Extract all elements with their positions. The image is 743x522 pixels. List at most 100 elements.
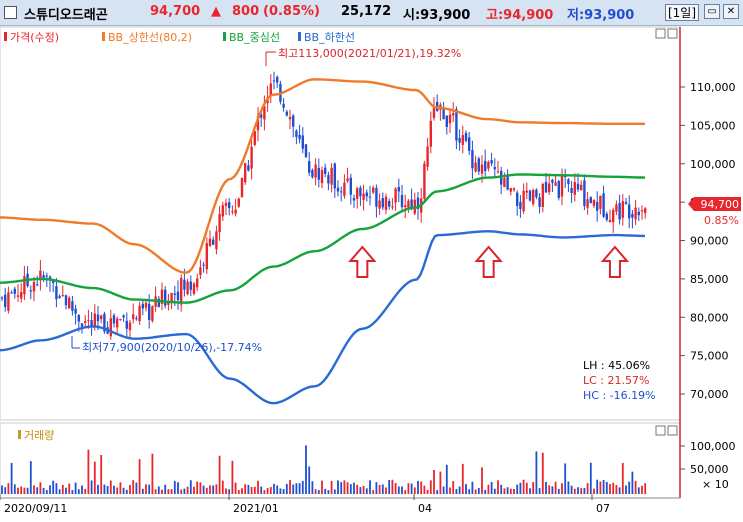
volume-bar (477, 487, 480, 494)
volume-bar (513, 488, 515, 494)
title-bar: 스튜디오드래곤 94,700 ▲ 800 (0.85%) 25,172 시:93… (0, 0, 743, 26)
candle-body (221, 205, 224, 217)
volume-maximize-icon[interactable] (655, 425, 666, 436)
candle-body (61, 295, 64, 297)
stock-name[interactable]: 스튜디오드래곤 (24, 8, 108, 23)
candle-body (557, 181, 560, 198)
volume-bar (196, 481, 199, 494)
candle-body (381, 198, 384, 208)
volume-bar (381, 484, 384, 494)
volume-bar (295, 483, 298, 494)
y-tick-label: 75,000 (690, 350, 729, 363)
volume-bar (429, 480, 432, 494)
volume-bar (487, 484, 490, 494)
volume-bar (570, 485, 573, 494)
candle-body (68, 297, 71, 309)
volume-bar (561, 483, 563, 494)
x-tick-label: 07 (596, 502, 610, 515)
panel-maximize-icon[interactable] (655, 28, 666, 39)
candle-body (512, 188, 516, 191)
candle-body (391, 206, 394, 208)
candle-body (400, 195, 404, 208)
candle-body (388, 200, 391, 207)
candle-body (637, 211, 640, 216)
trade-volume: 25,172 (341, 4, 392, 19)
volume-bar (631, 471, 634, 494)
period-selector[interactable]: [1일] (665, 4, 699, 21)
select-checkbox[interactable] (4, 6, 17, 19)
candle-body (116, 318, 119, 328)
volume-bar (257, 480, 259, 494)
current-price-tag (694, 197, 741, 211)
volume-close-icon[interactable] (667, 425, 678, 436)
candle-body (506, 176, 509, 190)
candle-body (429, 120, 432, 147)
candle-body (455, 109, 458, 141)
legend-middle-swatch (223, 32, 226, 41)
volume-bar (369, 480, 371, 494)
volume-bar (282, 489, 285, 494)
volume-bar (586, 483, 589, 494)
candle-body (250, 146, 253, 169)
volume-bar (628, 481, 631, 494)
y-tick-label: 90,000 (690, 235, 729, 248)
candle-body (10, 292, 13, 294)
volume-bar (17, 487, 19, 494)
candle-body (618, 202, 621, 220)
volume-bar (61, 484, 64, 494)
buy-signal-arrow-icon (600, 245, 630, 278)
candle-body (519, 201, 522, 209)
candle-body (340, 191, 343, 193)
legend-price-swatch (4, 32, 7, 41)
volume-bars (1, 445, 647, 494)
close-icon[interactable]: ✕ (723, 4, 739, 19)
candle-body (84, 321, 87, 323)
volume-bar (10, 462, 13, 494)
current-price-tag-label: 94,700 (701, 198, 740, 211)
candle-body (541, 183, 544, 208)
candle-body (292, 115, 295, 127)
volume-bar (625, 485, 627, 494)
volume-bar (365, 488, 368, 494)
volume-bar (525, 482, 528, 494)
candle-body (404, 205, 407, 208)
buy-signal-arrow-icon (348, 245, 377, 278)
candle-body (74, 308, 77, 314)
candle-body (7, 292, 10, 311)
candle-body (176, 291, 180, 301)
candle-body (522, 190, 525, 212)
candle-body (52, 280, 55, 283)
candle-body (77, 315, 80, 322)
candle-body (109, 318, 112, 337)
maximize-icon[interactable]: ▭ (704, 4, 720, 19)
volume-bar (397, 486, 400, 494)
volume-bar (372, 489, 375, 494)
volume-y-ticks: 100,000 50,000 × 10 (680, 440, 736, 491)
volume-bar (330, 480, 333, 494)
candle-body (532, 189, 535, 204)
candle-body (599, 195, 602, 209)
volume-bar (29, 461, 32, 494)
volume-bar (439, 471, 442, 494)
candle-body (576, 183, 580, 190)
x-tick-label: 2021/01 (233, 502, 279, 515)
volume-bar (157, 486, 160, 494)
candle-body (490, 160, 493, 164)
volume-bar (42, 487, 45, 494)
low-price: 저:93,900 (567, 8, 635, 23)
y-tick-label: 100,000 (690, 158, 736, 171)
candle-body (103, 313, 106, 332)
candle-body (452, 113, 455, 116)
candle-body (122, 315, 125, 318)
volume-bar (13, 484, 16, 494)
candle-body (644, 208, 647, 214)
volume-bar (532, 482, 535, 494)
volume-bar (349, 484, 352, 494)
volume-bar (253, 486, 256, 494)
volume-bar (445, 464, 448, 494)
panel-close-icon[interactable] (667, 28, 678, 39)
lower-band-line (0, 230, 645, 405)
candle-body (442, 107, 445, 120)
candle-body (224, 203, 228, 207)
volume-bar (141, 488, 144, 494)
